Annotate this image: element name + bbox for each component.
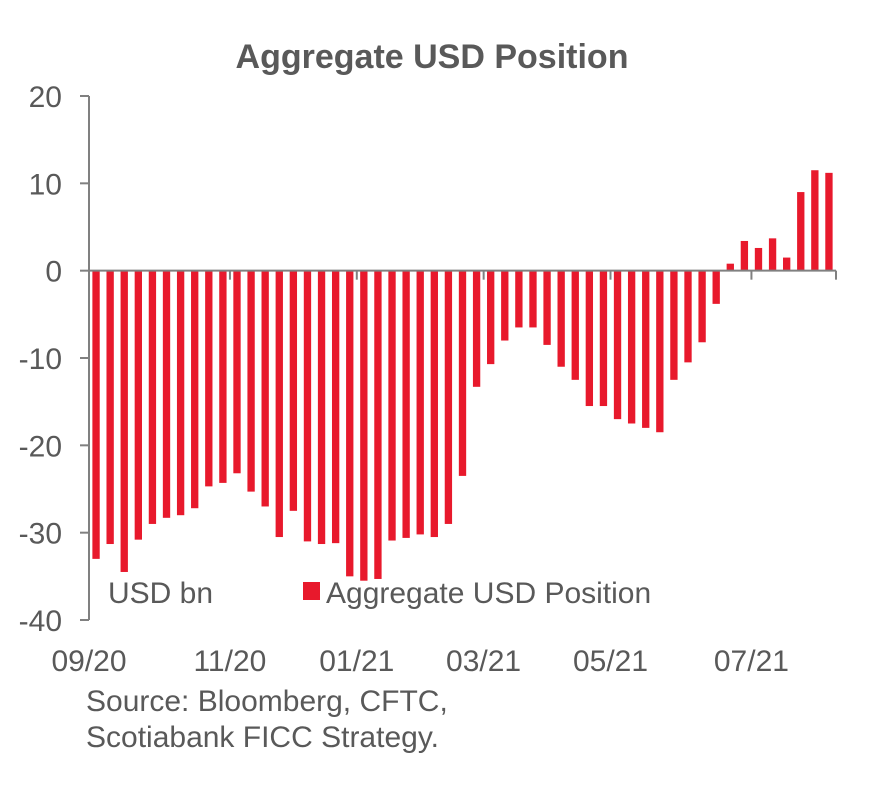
x-tick-labels: 09/20 11/20 01/21 03/21 05/21 07/21 <box>51 645 788 678</box>
x-tick-label: 11/20 <box>193 645 266 678</box>
bar <box>642 270 650 428</box>
legend-label: Aggregate USD Position <box>326 577 651 610</box>
bar <box>825 172 833 271</box>
bar <box>684 270 692 363</box>
bar <box>811 170 819 271</box>
y-tick-label: 20 <box>29 81 62 114</box>
bar <box>768 238 777 271</box>
bar <box>92 270 100 559</box>
x-tick-label: 05/21 <box>573 645 648 678</box>
bar <box>487 270 495 365</box>
unit-label: USD bn <box>108 577 213 610</box>
bar <box>317 270 326 545</box>
bar <box>515 270 523 328</box>
bar <box>613 270 622 420</box>
bar <box>233 270 241 474</box>
y-tick-labels: 20 10 0 -10 -20 -30 -40 <box>19 81 62 638</box>
chart-title: Aggregate USD Position <box>236 38 629 76</box>
bar <box>458 270 467 476</box>
bar <box>529 270 537 328</box>
bar <box>247 270 255 492</box>
source-line-1: Source: Bloomberg, CFTC, <box>86 685 448 718</box>
bar <box>261 270 269 507</box>
bar <box>303 270 312 542</box>
bar <box>346 270 354 577</box>
bar <box>289 270 298 511</box>
bar <box>331 270 340 544</box>
source-line-2: Scotiabank FICC Strategy. <box>86 721 439 754</box>
bar <box>205 270 213 487</box>
bar <box>627 270 636 424</box>
y-tick-label: 0 <box>45 256 62 289</box>
bar <box>444 270 453 524</box>
bar <box>472 270 481 387</box>
bar <box>726 263 734 271</box>
y-tick-label: 10 <box>29 168 62 201</box>
bar <box>557 270 565 367</box>
bar <box>275 270 283 538</box>
bar <box>783 257 791 271</box>
bar <box>712 270 720 304</box>
bar <box>585 270 594 407</box>
bar <box>134 270 142 540</box>
y-tick-label: -10 <box>19 343 62 376</box>
axes-group <box>80 95 837 621</box>
bar <box>106 270 114 545</box>
bar <box>797 192 805 271</box>
bar <box>501 270 509 341</box>
source-note: Source: Bloomberg, CFTC, Scotiabank FICC… <box>86 684 448 756</box>
bar <box>543 270 551 345</box>
x-tick-label: 09/20 <box>51 645 126 678</box>
y-tick-label: -30 <box>19 518 62 551</box>
y-tick-label: -20 <box>19 430 62 463</box>
x-tick-label: 01/21 <box>319 645 394 678</box>
bar <box>360 270 368 581</box>
bar <box>599 270 608 407</box>
bar <box>402 270 410 538</box>
bar <box>148 270 157 524</box>
bar <box>176 270 185 516</box>
legend-swatch <box>303 582 320 600</box>
bar <box>374 270 382 579</box>
bar <box>740 240 749 271</box>
bar <box>430 270 438 538</box>
bar <box>416 270 424 535</box>
x-tick-label: 07/21 <box>714 645 789 678</box>
bar <box>162 270 171 518</box>
bar <box>754 247 763 271</box>
bar <box>388 270 396 541</box>
bar <box>698 270 706 343</box>
bar <box>670 270 678 380</box>
bar <box>219 270 227 483</box>
bar <box>191 270 199 509</box>
bar <box>656 270 664 433</box>
x-tick-label: 03/21 <box>446 645 521 678</box>
y-tick-label: -40 <box>19 605 62 638</box>
bar <box>571 270 579 380</box>
bar <box>120 270 128 572</box>
bars-group <box>92 170 833 581</box>
